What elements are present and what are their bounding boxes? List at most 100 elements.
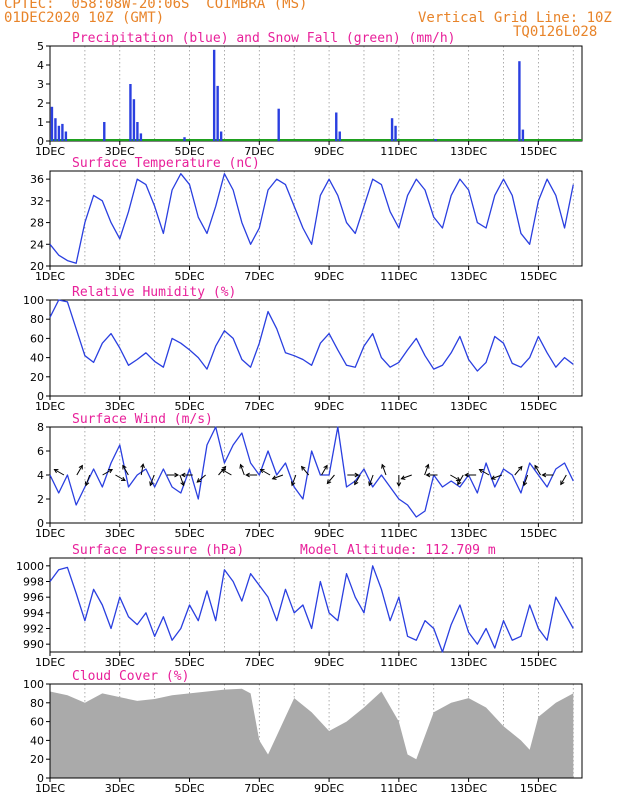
wind-arrow bbox=[179, 474, 185, 486]
wind-arrow bbox=[368, 474, 374, 486]
chart-title: Precipitation (blue) and Snow Fall (gree… bbox=[72, 31, 456, 46]
wind-arrow-head bbox=[457, 480, 462, 486]
x-tick-label: 5DEC bbox=[174, 400, 204, 413]
precip-bar bbox=[390, 118, 394, 141]
cloud-area bbox=[50, 688, 574, 778]
precip-bar bbox=[518, 61, 521, 142]
precip-bar bbox=[139, 133, 143, 141]
precip-bar bbox=[521, 129, 525, 141]
y-tick-label: 28 bbox=[30, 217, 44, 230]
y-tick-label: 100 bbox=[23, 294, 44, 307]
y-tick-label: 40 bbox=[30, 352, 44, 365]
wind-arrow bbox=[102, 469, 113, 476]
wind-arrow bbox=[560, 474, 567, 485]
y-tick-label: 992 bbox=[23, 623, 44, 636]
precip-bar bbox=[129, 84, 132, 141]
y-tick-label: 996 bbox=[23, 591, 44, 604]
precip-bar bbox=[61, 123, 64, 141]
wind-arrow bbox=[301, 466, 310, 476]
x-tick-label: 11DEC bbox=[380, 527, 417, 540]
wind-arrow bbox=[272, 474, 284, 480]
precip-bar bbox=[216, 85, 219, 141]
wind-arrow bbox=[76, 465, 83, 476]
y-tick-label: 3 bbox=[37, 78, 44, 91]
y-tick-label: 5 bbox=[37, 40, 44, 53]
wind-arrow-head bbox=[323, 464, 328, 470]
y-tick-label: 32 bbox=[30, 195, 44, 208]
wind-arrow-head bbox=[196, 478, 202, 483]
x-tick-label: 5DEC bbox=[174, 270, 204, 283]
precip-bar bbox=[136, 122, 139, 141]
precip-bar bbox=[57, 125, 61, 141]
wind-arrow-head bbox=[78, 464, 83, 470]
run-code: TQ0126L028 bbox=[513, 24, 598, 40]
precip-bar bbox=[335, 112, 338, 141]
x-tick-label: 13DEC bbox=[450, 656, 487, 669]
x-tick-label: 15DEC bbox=[520, 400, 557, 413]
chart-title: Surface Temperature (nC) bbox=[72, 156, 260, 171]
panel-frame bbox=[49, 170, 583, 267]
wind-arrow-head bbox=[490, 475, 496, 480]
precip-bar bbox=[212, 49, 216, 141]
x-tick-label: 7DEC bbox=[244, 782, 274, 795]
panel-frame bbox=[49, 557, 583, 653]
wind-arrow bbox=[457, 474, 464, 485]
x-tick-label: 11DEC bbox=[380, 270, 417, 283]
x-tick-label: 11DEC bbox=[380, 656, 417, 669]
wind-arrow-head bbox=[174, 472, 180, 478]
wind-arrow bbox=[85, 474, 91, 486]
y-tick-label: 20 bbox=[30, 371, 44, 384]
y-tick-label: 998 bbox=[23, 576, 44, 589]
x-tick-label: 15DEC bbox=[520, 270, 557, 283]
wind-arrow-head bbox=[290, 481, 296, 487]
wind-arrow bbox=[354, 474, 361, 485]
wind-arrow-head bbox=[541, 472, 547, 478]
x-tick-label: 9DEC bbox=[314, 782, 344, 795]
y-tick-label: 1000 bbox=[16, 560, 44, 573]
precip-bar bbox=[54, 118, 57, 141]
y-tick-label: 0 bbox=[37, 772, 44, 785]
wind-arrow bbox=[450, 474, 461, 481]
x-tick-label: 1DEC bbox=[35, 656, 65, 669]
wind-arrow-head bbox=[517, 465, 523, 471]
wind-arrow-head bbox=[400, 475, 406, 480]
panel-frame bbox=[49, 683, 583, 779]
wind-arrow bbox=[381, 464, 387, 476]
x-tick-label: 1DEC bbox=[35, 145, 65, 158]
station-header: CPTEC: 058:08W-20:06S COIMBRA (MS) bbox=[4, 0, 308, 12]
wind-arrow-head bbox=[425, 463, 430, 469]
wind-arrow-head bbox=[534, 464, 539, 470]
y-tick-label: 36 bbox=[30, 173, 44, 186]
precip-bar bbox=[338, 131, 341, 141]
wind-arrow bbox=[534, 465, 541, 476]
x-tick-label: 15DEC bbox=[520, 145, 557, 158]
x-tick-label: 5DEC bbox=[174, 145, 204, 158]
wind-arrow bbox=[54, 469, 65, 476]
wind-arrow-head bbox=[560, 480, 565, 486]
y-tick-label: 2 bbox=[37, 493, 44, 506]
x-tick-label: 9DEC bbox=[314, 527, 344, 540]
wind-arrow bbox=[491, 474, 503, 480]
wind-arrow-head bbox=[271, 475, 277, 480]
y-tick-label: 20 bbox=[30, 260, 44, 273]
wind-arrow bbox=[221, 469, 232, 476]
wind-arrow-head bbox=[84, 481, 90, 487]
wind-arrow bbox=[291, 474, 297, 486]
y-tick-label: 80 bbox=[30, 697, 44, 710]
wind-arrow-head bbox=[354, 480, 359, 486]
x-tick-label: 7DEC bbox=[244, 145, 274, 158]
wind-arrow bbox=[218, 466, 226, 476]
wind-arrow bbox=[196, 474, 206, 483]
wind-arrow-head bbox=[381, 463, 386, 469]
y-tick-label: 2 bbox=[37, 97, 44, 110]
chart-title: Cloud Cover (%) bbox=[72, 669, 189, 684]
y-tick-label: 990 bbox=[23, 638, 44, 651]
wind-arrow bbox=[115, 474, 126, 481]
precip-bar bbox=[434, 139, 437, 141]
precip-bar bbox=[394, 125, 397, 141]
y-tick-label: 60 bbox=[30, 332, 44, 345]
precip-bar bbox=[219, 131, 223, 141]
wind-arrow-head bbox=[149, 481, 154, 487]
y-tick-label: 100 bbox=[23, 678, 44, 691]
